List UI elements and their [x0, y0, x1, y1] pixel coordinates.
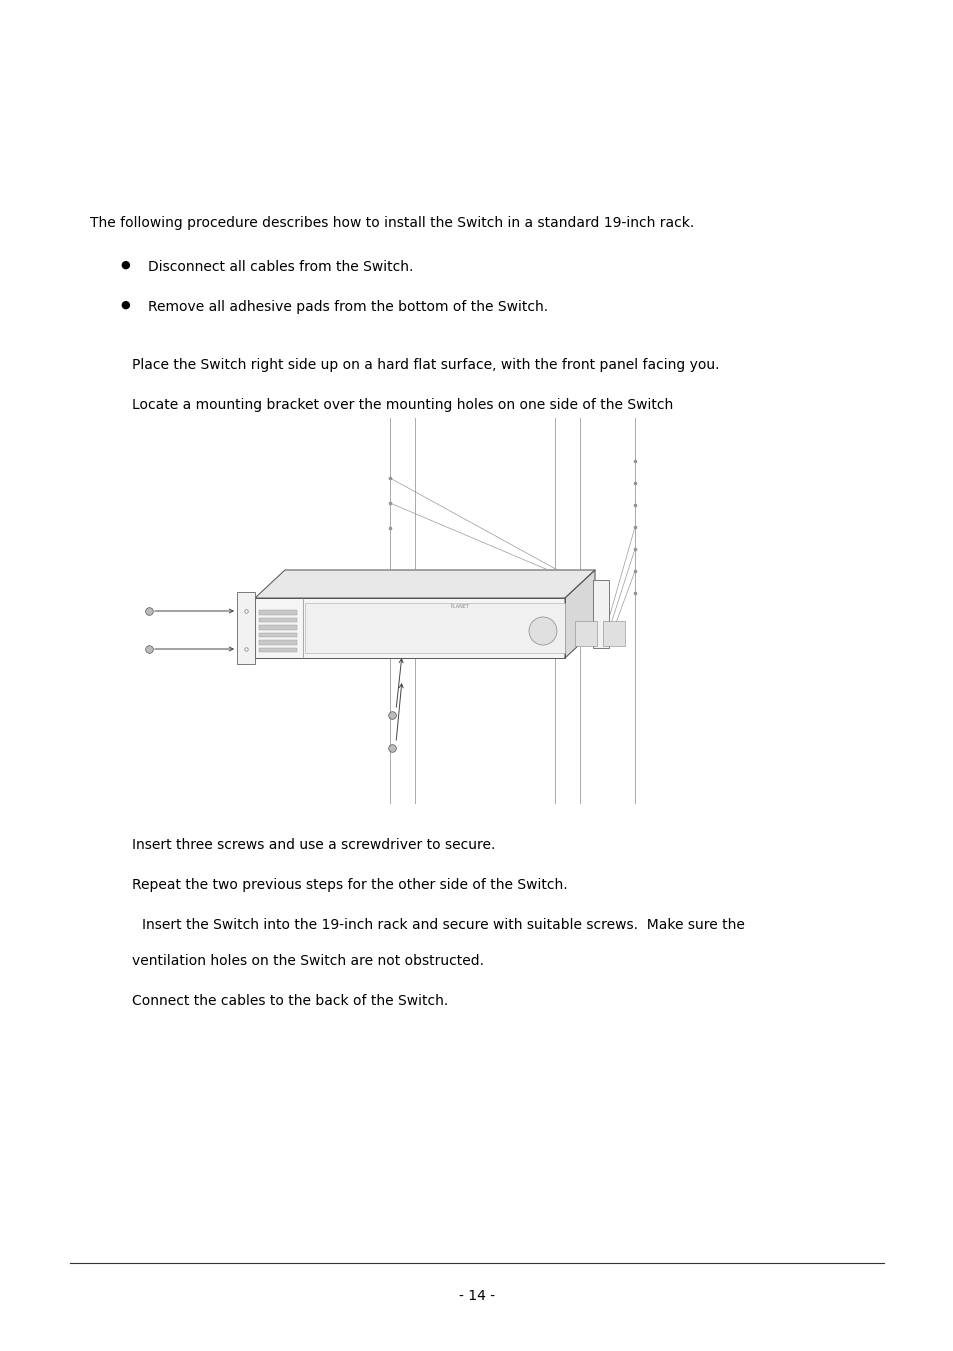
Bar: [258, 617, 296, 621]
Bar: [258, 640, 296, 644]
Bar: [258, 626, 296, 630]
Text: The following procedure describes how to install the Switch in a standard 19-inc: The following procedure describes how to…: [90, 216, 694, 230]
Text: Remove all adhesive pads from the bottom of the Switch.: Remove all adhesive pads from the bottom…: [148, 300, 548, 313]
Polygon shape: [254, 570, 595, 598]
Bar: [593, 580, 608, 648]
Text: Insert three screws and use a screwdriver to secure.: Insert three screws and use a screwdrive…: [132, 838, 495, 852]
Text: Insert the Switch into the 19-inch rack and secure with suitable screws.  Make s: Insert the Switch into the 19-inch rack …: [142, 917, 744, 932]
Circle shape: [529, 617, 557, 644]
Text: Connect the cables to the back of the Switch.: Connect the cables to the back of the Sw…: [132, 994, 448, 1008]
Bar: [602, 621, 624, 646]
Bar: [236, 592, 254, 663]
Bar: [305, 603, 564, 653]
Text: ●: ●: [120, 300, 130, 309]
Text: Repeat the two previous steps for the other side of the Switch.: Repeat the two previous steps for the ot…: [132, 878, 567, 892]
Text: Place the Switch right side up on a hard flat surface, with the front panel faci: Place the Switch right side up on a hard…: [132, 358, 719, 372]
Bar: [258, 611, 296, 615]
Bar: [575, 621, 597, 646]
Text: Disconnect all cables from the Switch.: Disconnect all cables from the Switch.: [148, 259, 413, 274]
Bar: [258, 647, 296, 653]
Text: Locate a mounting bracket over the mounting holes on one side of the Switch: Locate a mounting bracket over the mount…: [132, 399, 673, 412]
Text: ●: ●: [120, 259, 130, 270]
Bar: [258, 632, 296, 638]
Text: - 14 -: - 14 -: [458, 1289, 495, 1302]
Bar: [254, 598, 564, 658]
Text: PLANET: PLANET: [450, 604, 469, 609]
Text: ventilation holes on the Switch are not obstructed.: ventilation holes on the Switch are not …: [132, 954, 483, 969]
Polygon shape: [564, 570, 595, 658]
